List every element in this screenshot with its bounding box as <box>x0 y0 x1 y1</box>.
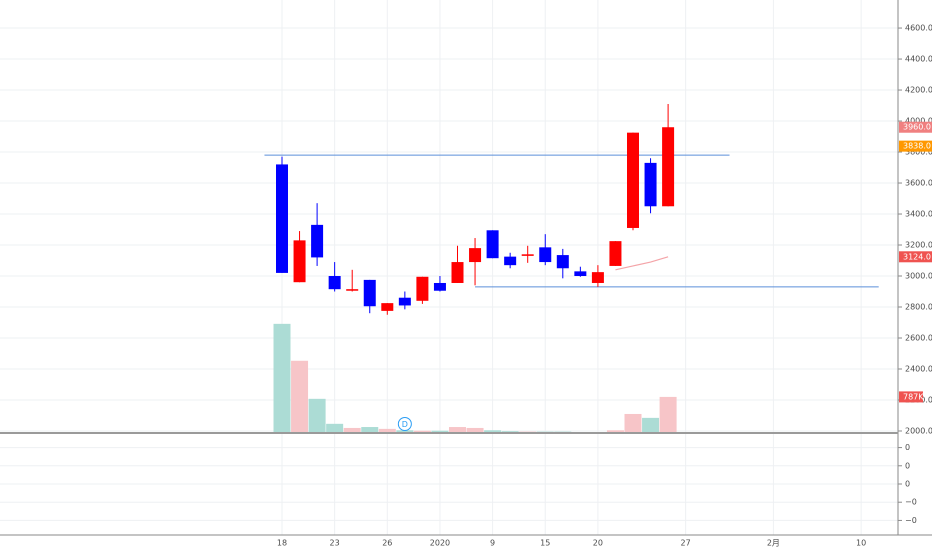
x-tick-label: 15 <box>540 539 550 548</box>
y-tick-label: 0 <box>905 480 910 489</box>
plot: D <box>264 103 879 433</box>
candle-body <box>486 230 499 259</box>
y-tick-label: 3400.0 <box>905 210 932 219</box>
candle-body <box>311 224 324 258</box>
candle-body <box>556 255 569 269</box>
volume-bar <box>484 430 502 433</box>
candle-body <box>293 240 306 283</box>
x-tick-label: 23 <box>330 539 340 548</box>
candle-body <box>328 276 341 290</box>
volume-bar <box>378 428 396 433</box>
volume-bar <box>624 413 642 433</box>
volume-bar <box>343 427 361 433</box>
price-label: 3960.0 <box>903 123 931 132</box>
candle-body <box>662 127 675 207</box>
axes: 2000.02200.02400.02600.02800.03000.03200… <box>277 24 932 548</box>
y-tick-label: −0 <box>905 516 917 525</box>
x-tick-label: 27 <box>681 539 691 548</box>
volume-bar <box>361 427 379 433</box>
y-tick-label: 2800.0 <box>905 303 932 312</box>
volume-label: 787K <box>903 392 924 401</box>
y-tick-label: 3600.0 <box>905 179 932 188</box>
x-tick-label: 20 <box>593 539 603 548</box>
x-tick-label: 10 <box>856 539 866 548</box>
candle-body <box>644 162 657 207</box>
volume-bar <box>431 430 449 433</box>
event-label: D <box>402 420 408 429</box>
candle-body <box>591 272 604 283</box>
candle-body <box>627 132 639 228</box>
price-label-box <box>899 251 932 263</box>
candle-body <box>469 248 482 263</box>
candle-body <box>504 256 517 266</box>
y-tick-label: 3000.0 <box>905 272 932 281</box>
candle-body <box>276 164 288 273</box>
x-tick-label: 2020 <box>430 539 450 548</box>
candle-body <box>451 262 464 283</box>
x-tick-label: 18 <box>277 539 287 548</box>
candle-body <box>574 271 587 277</box>
candle-body <box>609 241 622 266</box>
price-label: 3124.0 <box>903 252 931 261</box>
candle-body <box>346 289 359 291</box>
y-tick-label: 4400.0 <box>905 55 932 64</box>
y-tick-label: 2600.0 <box>905 334 932 343</box>
y-tick-label: −0 <box>905 498 917 507</box>
volume-bar <box>606 430 624 433</box>
candle-body <box>381 303 394 311</box>
y-tick-label: 4000.0 <box>905 117 932 126</box>
volume-bar <box>659 396 677 433</box>
volume-bar <box>326 423 344 433</box>
y-tick-label: 3800.0 <box>905 148 932 157</box>
y-tick-label: 2000.0 <box>905 426 932 435</box>
x-tick-label: 26 <box>382 539 392 548</box>
y-tick-label: 0 <box>905 443 910 452</box>
volume-bar <box>396 430 414 433</box>
candle-body <box>433 282 446 291</box>
volume-label-box <box>899 391 923 403</box>
moving-average <box>615 256 669 271</box>
volume-bar <box>273 323 291 433</box>
volume-bar <box>413 430 431 433</box>
candle-body <box>521 254 534 256</box>
candle-body <box>539 247 552 263</box>
y-tick-label: 4200.0 <box>905 86 932 95</box>
volume-bar <box>291 360 309 433</box>
x-tick-label: 2月 <box>767 539 780 548</box>
volume-bar <box>449 427 466 433</box>
candle-body <box>398 297 411 306</box>
price-label: 3838.0 <box>903 142 931 151</box>
volume-bar <box>642 417 660 433</box>
event-marker <box>397 417 412 431</box>
price-label-box <box>899 140 932 152</box>
candle-body <box>416 276 429 301</box>
y-tick-label: 0 <box>905 461 910 470</box>
volume-bar <box>308 398 326 433</box>
grid <box>0 0 898 535</box>
price-label-box <box>899 121 932 133</box>
x-tick-label: 9 <box>490 539 495 548</box>
volume-bar <box>466 427 484 433</box>
candle-body <box>363 279 376 307</box>
y-tick-label: 4600.0 <box>905 24 932 33</box>
y-tick-label: 2400.0 <box>905 364 932 373</box>
y-tick-label: 3200.0 <box>905 241 932 250</box>
